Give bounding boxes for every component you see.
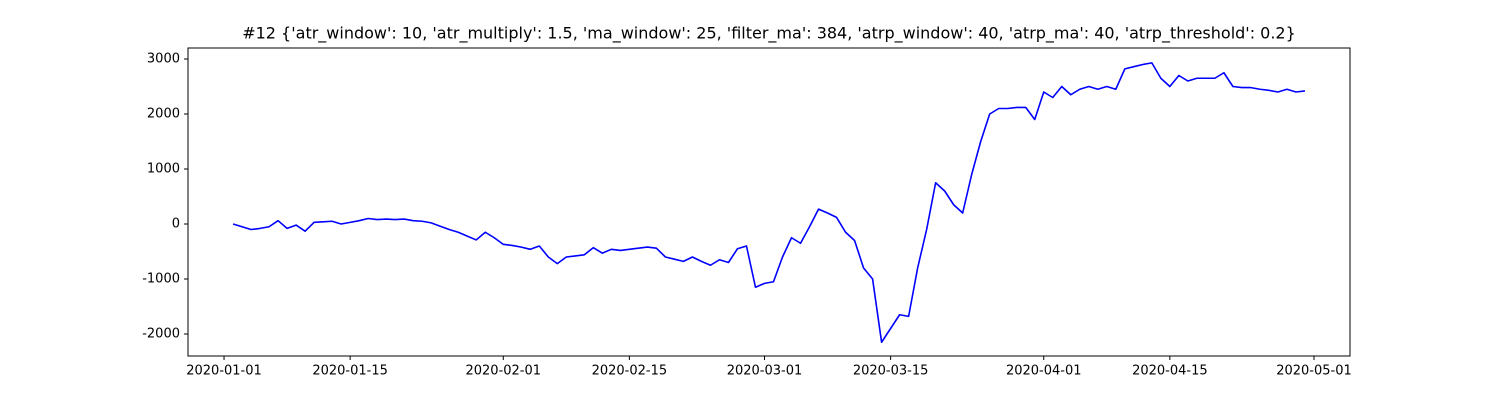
chart-title: #12 {'atr_window': 10, 'atr_multiply': 1…: [242, 24, 1296, 44]
y-tick-label: 1000: [147, 162, 180, 177]
x-tick-label: 2020-04-15: [1132, 364, 1208, 379]
y-tick-label: -2000: [142, 327, 180, 342]
y-tick-label: 3000: [147, 52, 180, 67]
x-tick-label: 2020-02-15: [592, 364, 668, 379]
x-tick-label: 2020-03-15: [853, 364, 929, 379]
x-tick-label: 2020-05-01: [1276, 364, 1352, 379]
x-tick-label: 2020-04-01: [1006, 364, 1082, 379]
x-tick-label: 2020-01-15: [312, 364, 388, 379]
line-series: [232, 62, 1306, 344]
plot-frame: [187, 47, 1351, 357]
y-tick-label: 0: [172, 217, 180, 232]
y-tick-label: 2000: [147, 107, 180, 122]
x-tick-label: 2020-03-01: [727, 364, 803, 379]
x-tick-label: 2020-02-01: [465, 364, 541, 379]
x-tick-label: 2020-01-01: [186, 364, 262, 379]
y-tick-label: -1000: [142, 272, 180, 287]
